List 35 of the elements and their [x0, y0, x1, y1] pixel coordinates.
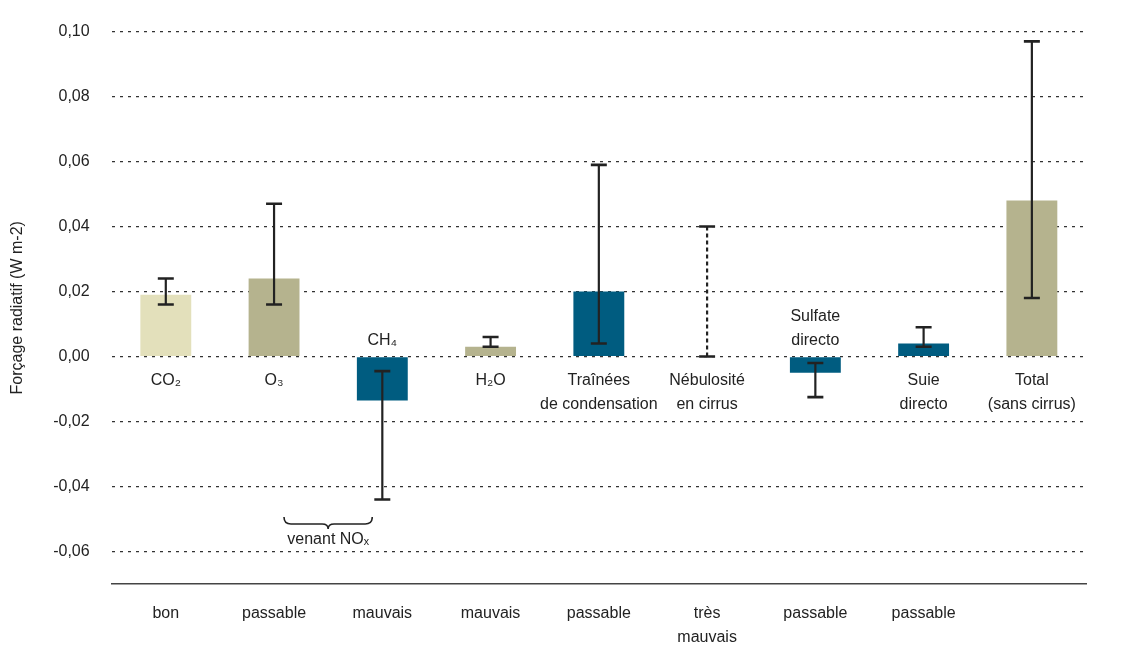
x-tick-label: Suie directo [899, 370, 948, 412]
y-tick-label: 0,04 [58, 216, 90, 234]
bar [140, 294, 192, 356]
x-tick-label: Nébulosité en cirrus [669, 370, 745, 412]
bar [789, 357, 841, 373]
y-tick-label: 0,06 [58, 151, 90, 169]
text: bon [152, 604, 180, 622]
bar [465, 346, 517, 356]
text: passable [891, 604, 956, 622]
x-tick-label: O₃ [264, 370, 284, 388]
x-tick-label: CH₄ [367, 330, 398, 348]
text: passable [783, 604, 848, 622]
y-tick-label: -0,02 [53, 411, 90, 429]
bar [248, 278, 300, 356]
y-axis-title: Forçage radiatif (W m-2) [8, 221, 26, 395]
text: passable [566, 604, 631, 622]
text: mauvais [352, 604, 413, 622]
text: passable [242, 604, 307, 622]
x-tick-label: Total (sans cirrus) [987, 370, 1076, 412]
bar [573, 291, 625, 356]
bar [356, 357, 408, 401]
x-tick-label: Traînées de condensation [540, 370, 658, 412]
text: mauvais [460, 604, 521, 622]
y-tick-label: 0,00 [58, 346, 90, 364]
annotation: venant NOₓ [287, 530, 370, 548]
y-tick-label: -0,04 [53, 476, 90, 494]
text: très mauvais [677, 604, 737, 646]
y-tick-label: 0,10 [58, 22, 90, 40]
x-tick-label: H₂O [475, 370, 506, 388]
y-tick-label: -0,06 [53, 541, 90, 559]
bar [1006, 200, 1058, 356]
x-tick-label: CO₂ [150, 370, 181, 388]
y-tick-label: 0,02 [58, 281, 90, 299]
x-tick-label: Sulfate directo [790, 306, 841, 348]
y-tick-label: 0,08 [58, 86, 90, 104]
